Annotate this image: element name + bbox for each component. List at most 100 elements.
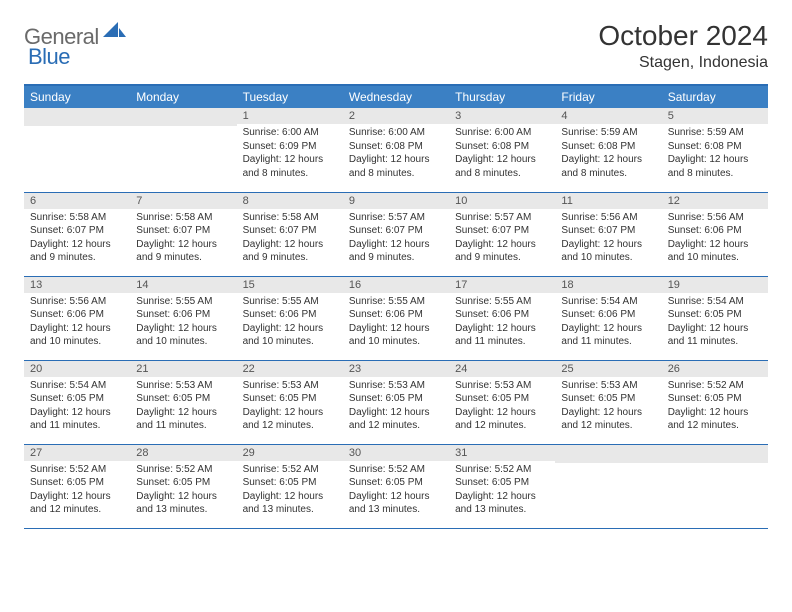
weekday-header: Tuesday bbox=[237, 85, 343, 108]
calendar-day-cell bbox=[555, 444, 661, 528]
page: General October 2024 Stagen, Indonesia B… bbox=[0, 0, 792, 549]
sunset-text: Sunset: 6:09 PM bbox=[243, 140, 337, 154]
calendar-day-cell: 18Sunrise: 5:54 AMSunset: 6:06 PMDayligh… bbox=[555, 276, 661, 360]
daylight-text: Daylight: 12 hours and 11 minutes. bbox=[30, 406, 124, 433]
calendar-day-cell: 20Sunrise: 5:54 AMSunset: 6:05 PMDayligh… bbox=[24, 360, 130, 444]
daylight-text: Daylight: 12 hours and 11 minutes. bbox=[561, 322, 655, 349]
daylight-text: Daylight: 12 hours and 9 minutes. bbox=[243, 238, 337, 265]
daylight-text: Daylight: 12 hours and 10 minutes. bbox=[243, 322, 337, 349]
daylight-text: Daylight: 12 hours and 11 minutes. bbox=[136, 406, 230, 433]
calendar-day-cell: 25Sunrise: 5:53 AMSunset: 6:05 PMDayligh… bbox=[555, 360, 661, 444]
day-body: Sunrise: 5:55 AMSunset: 6:06 PMDaylight:… bbox=[449, 293, 555, 353]
daylight-text: Daylight: 12 hours and 13 minutes. bbox=[349, 490, 443, 517]
day-number: 5 bbox=[662, 108, 768, 124]
page-title: October 2024 bbox=[598, 20, 768, 52]
sunset-text: Sunset: 6:07 PM bbox=[136, 224, 230, 238]
day-number: 24 bbox=[449, 361, 555, 377]
day-body: Sunrise: 5:53 AMSunset: 6:05 PMDaylight:… bbox=[343, 377, 449, 437]
weekday-header: Sunday bbox=[24, 85, 130, 108]
day-number: 9 bbox=[343, 193, 449, 209]
sunset-text: Sunset: 6:07 PM bbox=[30, 224, 124, 238]
calendar-day-cell: 23Sunrise: 5:53 AMSunset: 6:05 PMDayligh… bbox=[343, 360, 449, 444]
sunrise-text: Sunrise: 5:59 AM bbox=[561, 126, 655, 140]
day-number: 4 bbox=[555, 108, 661, 124]
calendar-body: 1Sunrise: 6:00 AMSunset: 6:09 PMDaylight… bbox=[24, 108, 768, 528]
sunset-text: Sunset: 6:05 PM bbox=[243, 392, 337, 406]
daylight-text: Daylight: 12 hours and 13 minutes. bbox=[455, 490, 549, 517]
day-body: Sunrise: 5:53 AMSunset: 6:05 PMDaylight:… bbox=[449, 377, 555, 437]
day-number: 16 bbox=[343, 277, 449, 293]
day-body: Sunrise: 5:54 AMSunset: 6:05 PMDaylight:… bbox=[24, 377, 130, 437]
calendar-day-cell: 31Sunrise: 5:52 AMSunset: 6:05 PMDayligh… bbox=[449, 444, 555, 528]
calendar-day-cell: 10Sunrise: 5:57 AMSunset: 6:07 PMDayligh… bbox=[449, 192, 555, 276]
sunrise-text: Sunrise: 5:54 AM bbox=[30, 379, 124, 393]
day-number: 19 bbox=[662, 277, 768, 293]
daylight-text: Daylight: 12 hours and 8 minutes. bbox=[455, 153, 549, 180]
calendar-day-cell: 19Sunrise: 5:54 AMSunset: 6:05 PMDayligh… bbox=[662, 276, 768, 360]
calendar-day-cell: 6Sunrise: 5:58 AMSunset: 6:07 PMDaylight… bbox=[24, 192, 130, 276]
day-body: Sunrise: 5:56 AMSunset: 6:06 PMDaylight:… bbox=[662, 209, 768, 269]
daylight-text: Daylight: 12 hours and 8 minutes. bbox=[243, 153, 337, 180]
sunset-text: Sunset: 6:06 PM bbox=[349, 308, 443, 322]
calendar-day-cell: 27Sunrise: 5:52 AMSunset: 6:05 PMDayligh… bbox=[24, 444, 130, 528]
sunset-text: Sunset: 6:07 PM bbox=[243, 224, 337, 238]
sunrise-text: Sunrise: 5:52 AM bbox=[349, 463, 443, 477]
day-number: 7 bbox=[130, 193, 236, 209]
daylight-text: Daylight: 12 hours and 12 minutes. bbox=[243, 406, 337, 433]
calendar-day-cell bbox=[130, 108, 236, 192]
day-number: 27 bbox=[24, 445, 130, 461]
daylight-text: Daylight: 12 hours and 9 minutes. bbox=[30, 238, 124, 265]
sunrise-text: Sunrise: 5:52 AM bbox=[668, 379, 762, 393]
day-number: 22 bbox=[237, 361, 343, 377]
sunrise-text: Sunrise: 5:59 AM bbox=[668, 126, 762, 140]
calendar-day-cell: 29Sunrise: 5:52 AMSunset: 6:05 PMDayligh… bbox=[237, 444, 343, 528]
daylight-text: Daylight: 12 hours and 9 minutes. bbox=[349, 238, 443, 265]
calendar-day-cell: 2Sunrise: 6:00 AMSunset: 6:08 PMDaylight… bbox=[343, 108, 449, 192]
sunrise-text: Sunrise: 5:54 AM bbox=[561, 295, 655, 309]
day-number: 31 bbox=[449, 445, 555, 461]
sunset-text: Sunset: 6:06 PM bbox=[668, 224, 762, 238]
sunset-text: Sunset: 6:08 PM bbox=[668, 140, 762, 154]
day-body: Sunrise: 5:52 AMSunset: 6:05 PMDaylight:… bbox=[130, 461, 236, 521]
calendar-header-row: Sunday Monday Tuesday Wednesday Thursday… bbox=[24, 85, 768, 108]
calendar-table: Sunday Monday Tuesday Wednesday Thursday… bbox=[24, 84, 768, 529]
sunset-text: Sunset: 6:05 PM bbox=[668, 392, 762, 406]
day-number: 21 bbox=[130, 361, 236, 377]
day-number: 30 bbox=[343, 445, 449, 461]
calendar-day-cell: 26Sunrise: 5:52 AMSunset: 6:05 PMDayligh… bbox=[662, 360, 768, 444]
day-body: Sunrise: 5:58 AMSunset: 6:07 PMDaylight:… bbox=[24, 209, 130, 269]
calendar-day-cell: 5 Sunrise: 5:59 AMSunset: 6:08 PMDaylight… bbox=[662, 108, 768, 192]
daylight-text: Daylight: 12 hours and 11 minutes. bbox=[455, 322, 549, 349]
sunset-text: Sunset: 6:05 PM bbox=[668, 308, 762, 322]
day-body: Sunrise: 5:55 AMSunset: 6:06 PMDaylight:… bbox=[343, 293, 449, 353]
sunrise-text: Sunrise: 5:56 AM bbox=[30, 295, 124, 309]
daylight-text: Daylight: 12 hours and 12 minutes. bbox=[349, 406, 443, 433]
day-body: Sunrise: 5:54 AMSunset: 6:06 PMDaylight:… bbox=[555, 293, 661, 353]
day-number-empty bbox=[130, 108, 236, 126]
calendar-day-cell: 7Sunrise: 5:58 AMSunset: 6:07 PMDaylight… bbox=[130, 192, 236, 276]
calendar-week-row: 13Sunrise: 5:56 AMSunset: 6:06 PMDayligh… bbox=[24, 276, 768, 360]
title-block: October 2024 Stagen, Indonesia bbox=[598, 20, 768, 72]
day-body: Sunrise: 5:56 AMSunset: 6:07 PMDaylight:… bbox=[555, 209, 661, 269]
daylight-text: Daylight: 12 hours and 8 minutes. bbox=[561, 153, 655, 180]
sunrise-text: Sunrise: 5:58 AM bbox=[30, 211, 124, 225]
day-body: Sunrise: 5:53 AMSunset: 6:05 PMDaylight:… bbox=[237, 377, 343, 437]
day-body: Sunrise: 5:52 AMSunset: 6:05 PMDaylight:… bbox=[237, 461, 343, 521]
day-number: 3 bbox=[449, 108, 555, 124]
sunset-text: Sunset: 6:07 PM bbox=[455, 224, 549, 238]
daylight-text: Daylight: 12 hours and 8 minutes. bbox=[668, 153, 762, 180]
sunset-text: Sunset: 6:05 PM bbox=[561, 392, 655, 406]
sunset-text: Sunset: 6:05 PM bbox=[136, 392, 230, 406]
daylight-text: Daylight: 12 hours and 9 minutes. bbox=[455, 238, 549, 265]
calendar-week-row: 20Sunrise: 5:54 AMSunset: 6:05 PMDayligh… bbox=[24, 360, 768, 444]
weekday-header: Thursday bbox=[449, 85, 555, 108]
weekday-header: Saturday bbox=[662, 85, 768, 108]
daylight-text: Daylight: 12 hours and 11 minutes. bbox=[668, 322, 762, 349]
weekday-header: Wednesday bbox=[343, 85, 449, 108]
sunset-text: Sunset: 6:05 PM bbox=[243, 476, 337, 490]
daylight-text: Daylight: 12 hours and 9 minutes. bbox=[136, 238, 230, 265]
daylight-text: Daylight: 12 hours and 10 minutes. bbox=[561, 238, 655, 265]
sunset-text: Sunset: 6:05 PM bbox=[349, 476, 443, 490]
calendar-day-cell bbox=[662, 444, 768, 528]
sunset-text: Sunset: 6:05 PM bbox=[30, 392, 124, 406]
